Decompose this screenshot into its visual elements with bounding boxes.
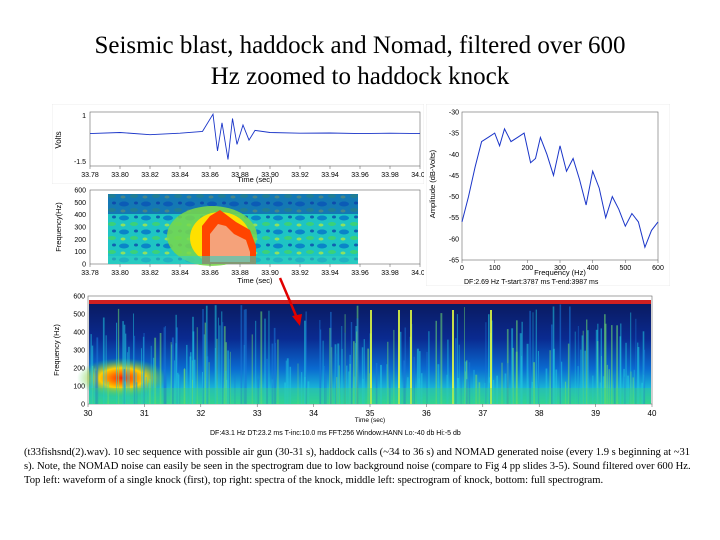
knock-spectrogram-xtick-label: 33.88	[231, 270, 249, 277]
full-spectrogram-xlabel: Time (sec)	[355, 417, 385, 424]
knock-spectrogram-xlabel: Time (sec)	[237, 276, 273, 285]
knock-spectrogram-xtick-label: 34.00	[411, 270, 424, 277]
knock-spectrogram-chart: Frequency(Hz) 600 500 400 300 200 100 0 33.78 3…	[52, 186, 424, 286]
spectrum-ytick-label: -40	[449, 152, 459, 159]
full-spectrogram-xtick-label: 33	[253, 409, 262, 418]
knock-spectrogram-xtick-label: 33.92	[291, 270, 309, 277]
knock-spectrogram-xtick-label: 33.82	[141, 270, 159, 277]
knock-spectrogram-ytick-label: 500	[74, 200, 86, 207]
waveform-xtick-label: 33.96	[351, 172, 369, 179]
full-spectrogram-xtick-label: 32	[196, 409, 205, 418]
knock-spectrogram-xtick-label: 33.86	[201, 270, 219, 277]
spectrum-xtick-label: 200	[521, 265, 533, 272]
annotation-arrow	[278, 277, 302, 326]
spectrum-chart: Amplitude (dB-Volts) -30 -35 -40 -45 -50 -55 -…	[426, 104, 670, 286]
full-spectrogram-ytick-label: 300	[73, 348, 85, 355]
figure-caption: (t33fishsnd(2).wav). 10 sec sequence wit…	[24, 447, 691, 486]
knock-spectrogram-xtick-label: 33.94	[321, 270, 339, 277]
waveform-series-line	[89, 112, 421, 160]
knock-spectrogram-image	[108, 194, 358, 266]
spectrum-ytick-label: -55	[449, 215, 459, 222]
full-spectrogram-ytick-label: 400	[73, 330, 85, 337]
full-spectrogram-xtick-label: 40	[648, 409, 657, 418]
spectrum-xtick-label: 300	[554, 265, 566, 272]
spectrum-xtick-label: 500	[619, 265, 631, 272]
spectrum-ytick-label: -65	[449, 258, 459, 265]
full-spectrogram-chart: Frequency (Hz) 600 500 400 300 200 100 0 30 31 3…	[52, 288, 670, 440]
full-spectrogram-ytick-label: 600	[73, 294, 85, 301]
waveform-xtick-label: 33.82	[141, 172, 159, 179]
waveform-ytick-bottom: -1.5	[74, 159, 86, 166]
waveform-xtick-label: 33.94	[321, 172, 339, 179]
full-spectrogram-xtick-label: 35	[366, 409, 375, 418]
waveform-chart: Volts 1 -1.5 33.78 33.80 33.82 33.84 33.86 33…	[52, 104, 424, 184]
spectrum-ytick-label: -50	[449, 194, 459, 201]
knock-spectrogram-xtick-label: 33.78	[81, 270, 99, 277]
full-spectrogram-xtick-label: 30	[84, 409, 93, 418]
full-spectrogram-xtick-label: 34	[309, 409, 318, 418]
waveform-ylabel: Volts	[54, 131, 63, 148]
waveform-xtick-label: 33.84	[171, 172, 189, 179]
spectrum-ytick-label: -35	[449, 131, 459, 138]
title-line-2: Hz zoomed to haddock knock	[210, 63, 510, 90]
full-spectrogram-xtick-label: 38	[535, 409, 544, 418]
spectrum-ylabel: Amplitude (dB-Volts)	[428, 149, 437, 218]
title-line-1: Seismic blast, haddock and Nomad, filter…	[94, 32, 626, 59]
full-spectrogram-ylabel: Frequency (Hz)	[52, 324, 61, 376]
knock-spectrogram-xtick-label: 33.90	[261, 270, 279, 277]
full-spectrogram-xtick-label: 36	[422, 409, 431, 418]
knock-spectrogram-ytick-label: 200	[74, 237, 86, 244]
knock-spectrogram-ytick-label: 300	[74, 225, 86, 232]
spectrum-ytick-label: -45	[449, 173, 459, 180]
waveform-xtick-label: 33.80	[111, 172, 129, 179]
slide-title: Seismic blast, haddock and Nomad, filter…	[0, 30, 720, 92]
spectrum-xlabel: Frequency (Hz)	[534, 268, 586, 277]
full-spectrogram-ytick-label: 500	[73, 312, 85, 319]
full-spectrogram-ytick-label: 200	[73, 366, 85, 373]
full-spectrogram-xtick-label: 39	[591, 409, 600, 418]
waveform-xtick-label: 33.92	[291, 172, 309, 179]
full-spectrogram-xtick-label: 31	[140, 409, 149, 418]
full-spectrogram-xtick-label: 37	[478, 409, 487, 418]
waveform-xtick-label: 33.88	[231, 172, 249, 179]
knock-spectrogram-ytick-label: 600	[74, 188, 86, 195]
spectrum-ytick-label: -30	[449, 110, 459, 117]
waveform-xtick-label: 33.90	[261, 172, 279, 179]
full-spectrogram-info: DF:43.1 Hz DT:23.2 ms T-inc:10.0 ms FFT:…	[210, 430, 461, 437]
knock-spectrogram-ytick-label: 100	[74, 249, 86, 256]
spectrum-xtick-label: 400	[587, 265, 599, 272]
full-spectrogram-ytick-label: 100	[73, 384, 85, 391]
full-spectrogram-ytick-label: 0	[81, 402, 85, 409]
waveform-xlabel: Time (sec)	[237, 175, 273, 184]
spectrum-xtick-label: 0	[460, 265, 464, 272]
knock-spectrogram-ytick-label: 0	[82, 262, 86, 269]
waveform-xtick-label: 33.78	[81, 172, 99, 179]
knock-spectrogram-xtick-label: 33.96	[351, 270, 369, 277]
knock-spectrogram-ytick-label: 400	[74, 212, 86, 219]
spectrum-ytick-label: -60	[449, 236, 459, 243]
spectrum-xtick-label: 600	[652, 265, 664, 272]
knock-spectrogram-xtick-label: 33.84	[171, 270, 189, 277]
waveform-xtick-label: 33.98	[381, 172, 399, 179]
full-spectrogram-image	[77, 300, 651, 405]
spectrum-info: DF:2.69 Hz T-start:3787 ms T-end:3987 ms	[464, 279, 599, 286]
knock-spectrogram-ylabel: Frequency(Hz)	[54, 202, 63, 252]
waveform-xtick-label: 34.00	[411, 172, 424, 179]
waveform-ytick-top: 1	[82, 113, 86, 120]
knock-spectrogram-xtick-label: 33.98	[381, 270, 399, 277]
knock-spectrogram-xtick-label: 33.80	[111, 270, 129, 277]
spectrum-series-line	[461, 127, 659, 249]
spectrum-xtick-label: 100	[489, 265, 501, 272]
waveform-xtick-label: 33.86	[201, 172, 219, 179]
